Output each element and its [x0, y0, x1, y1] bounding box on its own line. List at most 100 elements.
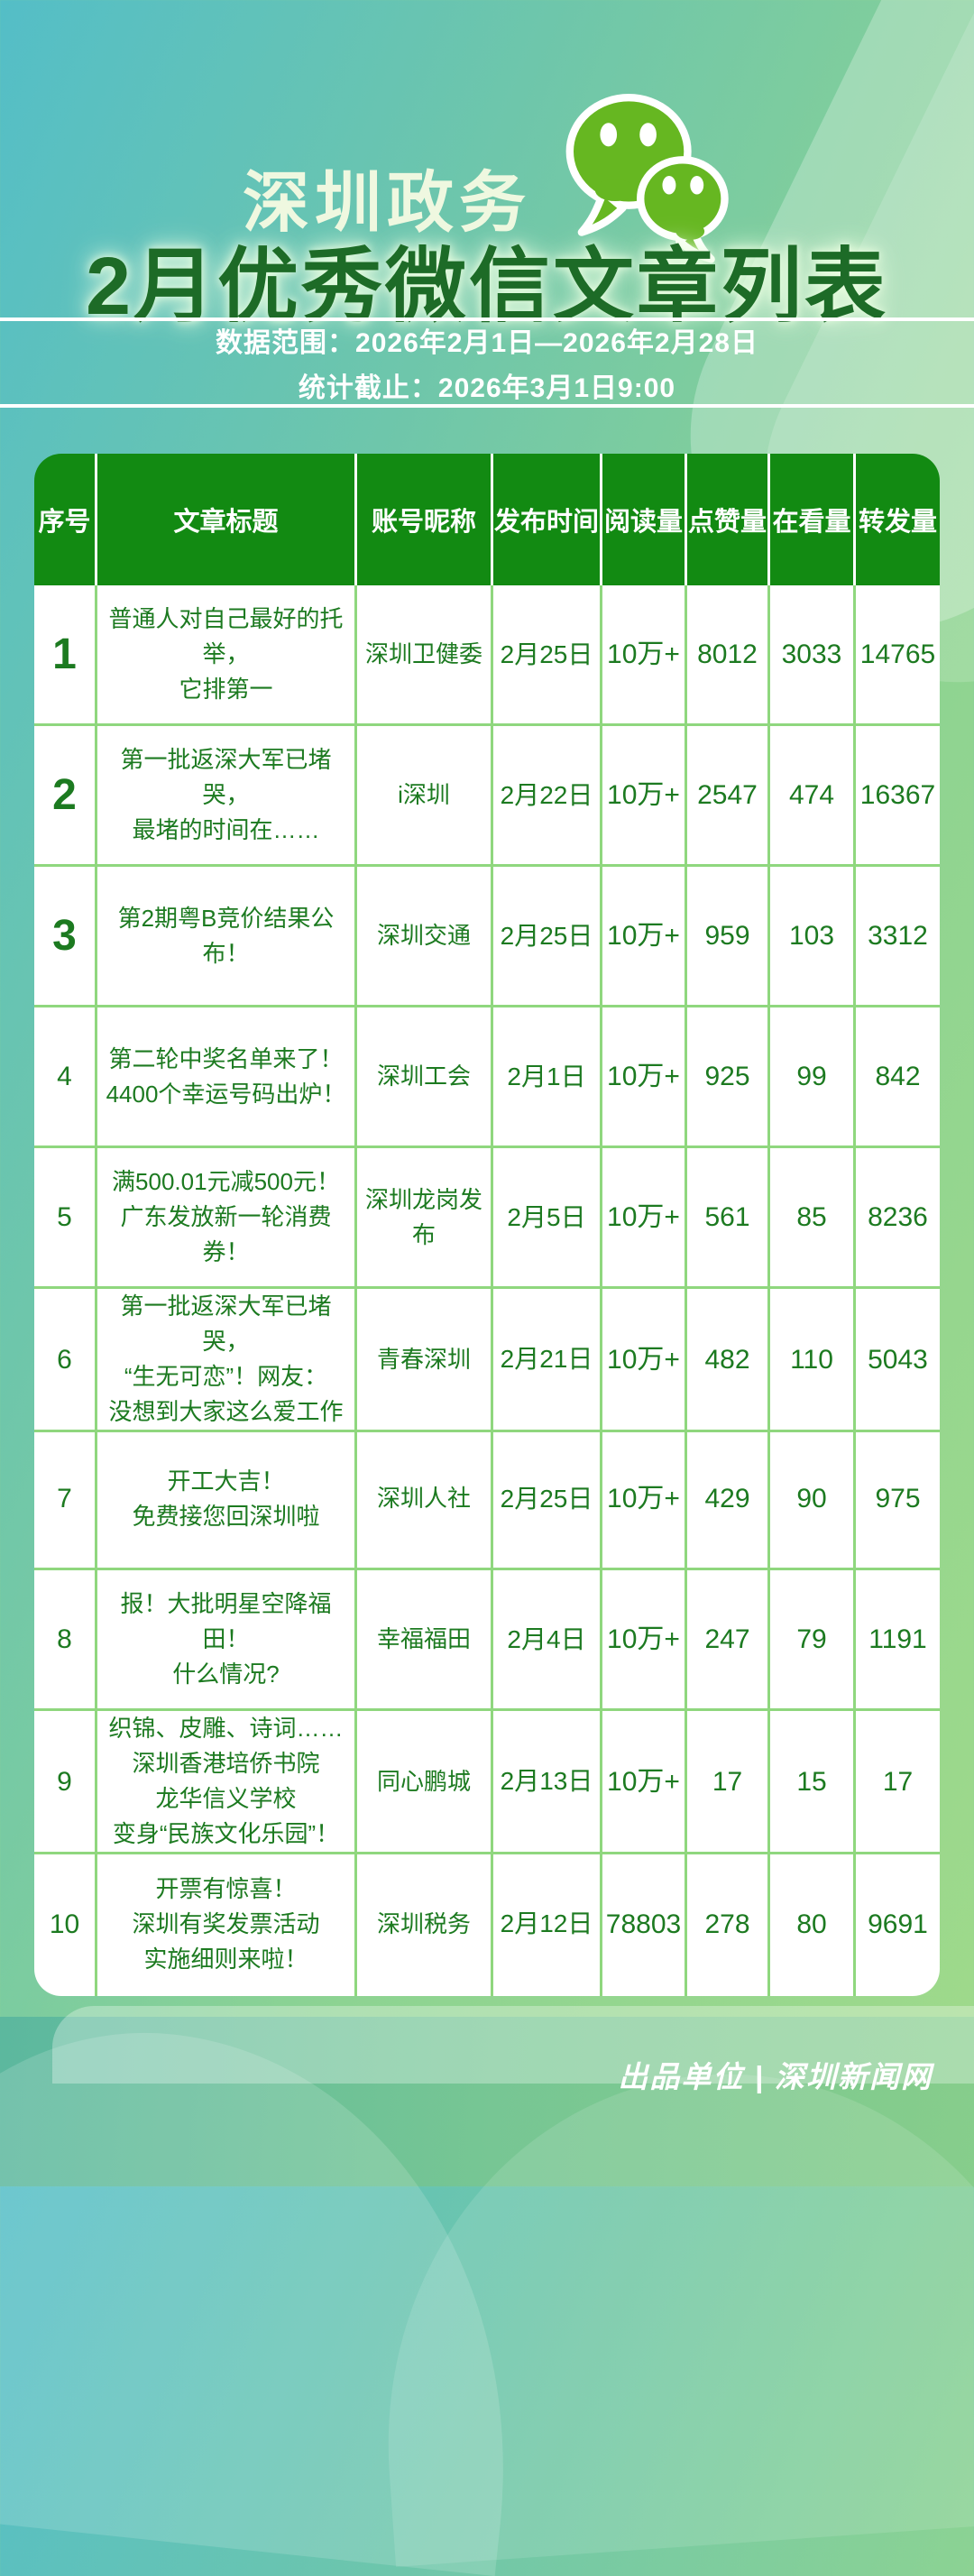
cell-shares: 9691 [868, 1909, 928, 1939]
cell-account: 青春深圳 [357, 1289, 493, 1432]
cell-account: 深圳工会 [357, 1007, 493, 1148]
cell-account: 深圳交通 [357, 867, 493, 1007]
cell-date: 2月4日 [493, 1570, 602, 1711]
cell-no: 9 [34, 1711, 97, 1854]
table-body: 1 普通人对自己最好的托举， 它排第一 深圳卫健委 2月25日 10万+ 801… [34, 585, 940, 1996]
cell-date: 2月22日 [493, 726, 602, 867]
cell-shares: 5043 [856, 1289, 940, 1432]
cell-no: 8 [34, 1570, 97, 1711]
cell-shares: 3312 [856, 867, 940, 1007]
table-row: 5 满500.01元减500元！ 广东发放新一轮消费券！ 深圳龙岗发布 2月5日… [34, 1148, 940, 1289]
cell-title: 第2期粤B竞价结果公布！ [97, 867, 357, 1007]
date-band: 数据范围：2026年2月1日—2026年2月28日 统计截止：2026年3月1日… [0, 317, 974, 408]
cell-no: 3 [34, 867, 97, 1007]
cell-no: 6 [34, 1289, 97, 1432]
cell-reads: 78803 [602, 1852, 687, 1996]
cell-shares: 1191 [856, 1570, 940, 1711]
stat-deadline-text: 统计截止：2026年3月1日9:00 [298, 373, 676, 403]
header-cell-no: 序号 [34, 454, 97, 585]
cell-account: 深圳税务 [357, 1852, 493, 1996]
cell-shares: 8236 [856, 1148, 940, 1289]
cell-title: 第一批返深大军已堵哭， “生无可恋”！网友： 没想到大家这么爱工作 [97, 1289, 357, 1432]
cell-title: 开工大吉！ 免费接您回深圳啦 [97, 1430, 357, 1570]
bottom-band [0, 2017, 974, 2186]
table-row: 6 第一批返深大军已堵哭， “生无可恋”！网友： 没想到大家这么爱工作 青春深圳… [34, 1289, 940, 1432]
cell-no: 1 [34, 585, 97, 726]
cell-no: 2 [34, 726, 97, 867]
cell-reads: 10万+ [602, 585, 687, 726]
cell-looks: 80 [770, 1852, 856, 1996]
cell-reads: 10万+ [602, 1007, 687, 1148]
cell-likes: 2547 [687, 726, 770, 867]
cell-no: 10 [34, 1852, 97, 1996]
cell-likes: 247 [687, 1570, 770, 1711]
cell-title: 开票有惊喜！ 深圳有奖发票活动 实施细则来啦！ [97, 1852, 357, 1996]
cell-likes: 482 [687, 1289, 770, 1432]
cell-looks: 79 [770, 1570, 856, 1711]
cell-account: 幸福福田 [357, 1570, 493, 1711]
table-row: 1 普通人对自己最好的托举， 它排第一 深圳卫健委 2月25日 10万+ 801… [34, 585, 940, 726]
cell-reads: 10万+ [602, 1430, 687, 1570]
table-row: 3 第2期粤B竞价结果公布！ 深圳交通 2月25日 10万+ 959 103 3… [34, 867, 940, 1007]
header-cell-shares: 转发量 [858, 508, 937, 537]
table-row: 4 第二轮中奖名单来了！ 4400个幸运号码出炉！ 深圳工会 2月1日 10万+… [34, 1007, 940, 1148]
cell-reads: 10万+ [602, 867, 687, 1007]
cell-date: 2月25日 [493, 867, 602, 1007]
cell-shares: 975 [856, 1430, 940, 1570]
cell-no: 5 [34, 1148, 97, 1289]
infographic-page: { "page": { "brand": "深圳政务", "title": "2… [0, 0, 974, 2186]
table-row: 8 报！大批明星空降福田！ 什么情况? 幸福福田 2月4日 10万+ 247 7… [34, 1570, 940, 1711]
cell-date: 2月21日 [493, 1289, 602, 1432]
table-row: 9 织锦、皮雕、诗词…… 深圳香港培侨书院 龙华信义学校 变身“民族文化乐园”！… [34, 1711, 940, 1854]
cell-likes: 8012 [687, 585, 770, 726]
cell-shares: 842 [856, 1007, 940, 1148]
table-row: 2 第一批返深大军已堵哭， 最堵的时间在…… i深圳 2月22日 10万+ 25… [34, 726, 940, 867]
cell-date: 2月1日 [493, 1007, 602, 1148]
cell-likes: 561 [687, 1148, 770, 1289]
table-row: 10 开票有惊喜！ 深圳有奖发票活动 实施细则来啦！ 深圳税务 2月12日 78… [34, 1852, 940, 1996]
header-cell-reads: 阅读量 [602, 454, 687, 585]
cell-date: 2月13日 [493, 1711, 602, 1854]
cell-title: 报！大批明星空降福田！ 什么情况? [97, 1570, 357, 1711]
cell-looks: 99 [770, 1007, 856, 1148]
cell-reads: 10万+ [602, 1148, 687, 1289]
cell-no: 7 [34, 1430, 97, 1570]
cell-reads: 10万+ [602, 1570, 687, 1711]
cell-no: 4 [34, 1007, 97, 1148]
cell-reads: 10万+ [602, 1711, 687, 1854]
footer-credit: 出品单位 | 深圳新闻网 [618, 2060, 933, 2093]
cell-likes: 925 [687, 1007, 770, 1148]
cell-looks: 85 [770, 1148, 856, 1289]
cell-looks: 474 [770, 726, 856, 867]
cell-date: 2月5日 [493, 1148, 602, 1289]
cell-shares: 14765 [856, 585, 940, 726]
header-cell-title: 文章标题 [97, 454, 357, 585]
brand-title: 深圳政务 [243, 165, 531, 240]
header-cell-likes: 点赞量 [687, 454, 770, 585]
cell-likes: 278 [687, 1852, 770, 1996]
cell-title: 普通人对自己最好的托举， 它排第一 [97, 585, 357, 726]
header-cell-looks: 在看量 [770, 454, 856, 585]
cell-likes: 17 [687, 1711, 770, 1854]
cell-reads: 10万+ [602, 726, 687, 867]
cell-looks: 103 [770, 867, 856, 1007]
header-cell-date: 发布时间 [493, 454, 602, 585]
cell-reads: 10万+ [602, 1289, 687, 1432]
cell-account: 深圳龙岗发布 [357, 1148, 493, 1289]
cell-looks: 15 [770, 1711, 856, 1854]
cell-shares: 16367 [856, 726, 940, 867]
cell-looks: 110 [770, 1289, 856, 1432]
cell-title: 织锦、皮雕、诗词…… 深圳香港培侨书院 龙华信义学校 变身“民族文化乐园”！ [97, 1711, 357, 1854]
cell-likes: 959 [687, 867, 770, 1007]
cell-shares: 17 [856, 1711, 940, 1854]
wechat-logo-icon [565, 94, 729, 263]
cell-looks: 90 [770, 1430, 856, 1570]
articles-table: 序号 文章标题 账号昵称 发布时间 阅读量 点赞量 在看量 转发量 1 普通人对… [34, 454, 940, 1996]
cell-account: i深圳 [357, 726, 493, 867]
cell-date: 2月12日 [493, 1852, 602, 1996]
bottom-wave-strip [52, 2006, 974, 2084]
cell-account: 深圳卫健委 [357, 585, 493, 726]
page-title: 2月优秀微信文章列表 [85, 242, 889, 332]
table-header-row: 序号 文章标题 账号昵称 发布时间 阅读量 点赞量 在看量 转发量 [34, 454, 940, 585]
cell-likes: 429 [687, 1430, 770, 1570]
